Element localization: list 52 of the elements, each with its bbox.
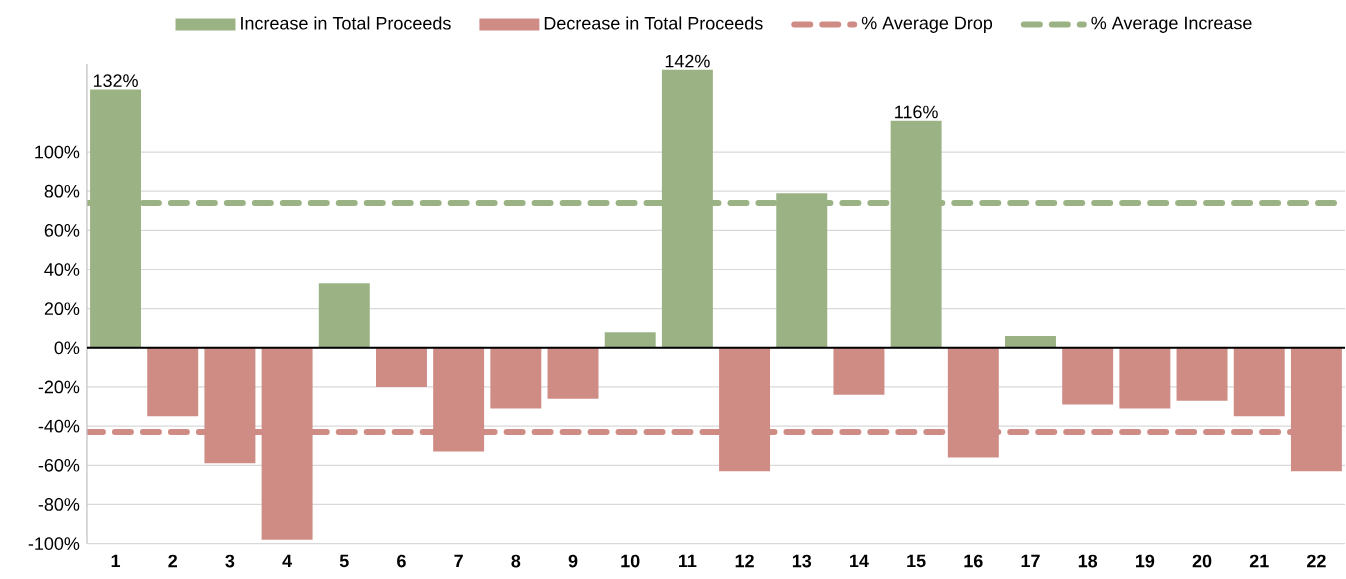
bar [604,332,656,349]
bar [547,348,599,399]
y-tick-label: 0% [54,341,80,355]
x-tick-label: 20 [1192,554,1212,568]
bar [1119,348,1171,409]
x-tick-label: 11 [679,554,697,568]
bar [1233,348,1285,417]
bar [1005,336,1056,349]
y-tick-label: 20% [44,302,80,316]
data-label: 116% [895,105,938,119]
x-tick-label: 12 [735,554,754,568]
legend-label: Decrease in Total Proceeds [544,16,763,30]
bar [147,348,199,417]
y-tick-label: 40% [44,263,80,277]
legend-label: Increase in Total Proceeds [241,16,451,30]
x-tick-label: 19 [1135,554,1155,568]
legend-label: % Average Increase [1091,16,1252,34]
x-tick-label: 8 [511,554,521,568]
y-tick-label: -60% [38,459,80,472]
y-tick-label: 100% [35,145,80,159]
bar [490,348,542,409]
y-tick-label: 60% [44,224,80,237]
x-tick-label: 10 [621,554,640,568]
bar [833,348,885,396]
x-tick-label: 3 [225,554,235,568]
x-tick-label: 7 [454,554,463,568]
y-tick-label: -80% [38,498,80,512]
legend-label: % Average Drop [861,16,993,34]
y-tick-label: -20% [38,380,80,394]
bar [1176,348,1228,401]
x-tick-label: 1 [111,554,121,568]
x-tick-label: 6 [397,554,406,568]
bar [375,348,427,388]
y-tick-label: 80% [44,185,80,198]
x-tick-label: 4 [282,554,292,568]
x-tick-label: 2 [168,554,177,568]
x-tick-label: 21 [1249,554,1269,568]
x-tick-label: 13 [792,554,812,568]
data-label: 142% [665,54,710,68]
x-tick-label: 17 [1021,554,1040,568]
x-tick-label: 5 [339,554,349,568]
y-tick-label: -100% [28,537,80,551]
x-tick-label: 16 [964,554,983,568]
bar [1062,348,1114,405]
bar [318,283,370,349]
data-label: 132% [93,74,138,88]
x-tick-label: 9 [568,554,578,568]
x-tick-label: 18 [1078,554,1098,568]
x-tick-label: 14 [850,554,869,568]
x-tick-label: 22 [1307,554,1326,568]
x-tick-label: 15 [907,554,926,568]
y-tick-label: -40% [38,419,80,433]
